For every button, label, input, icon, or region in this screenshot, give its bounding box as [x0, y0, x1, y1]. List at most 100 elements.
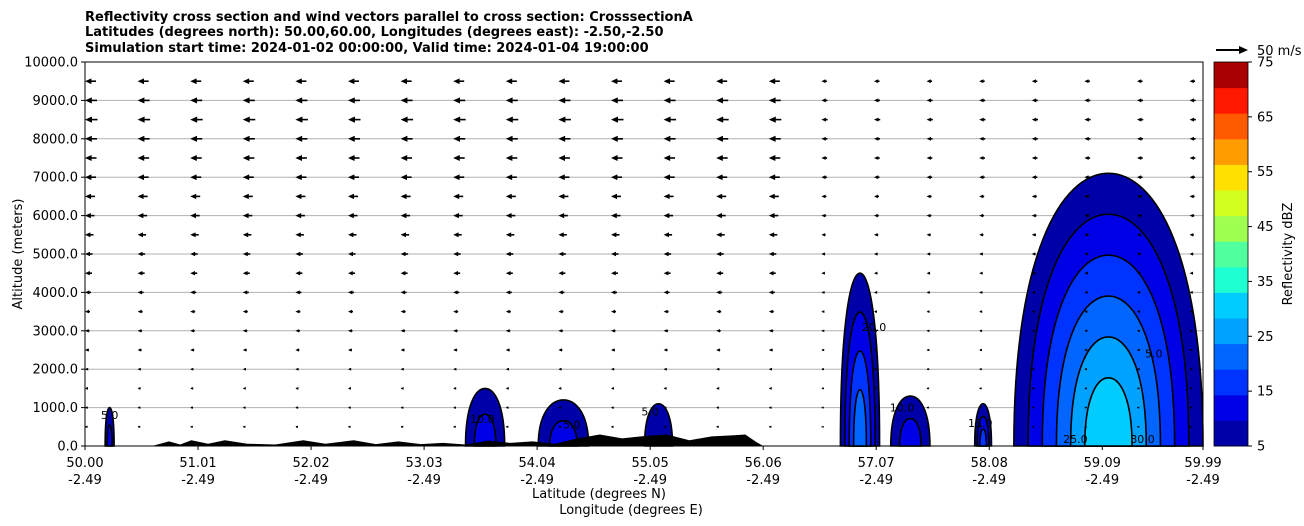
wind-vector-arrowhead: [663, 290, 668, 295]
wind-vector-arrowhead: [1136, 175, 1142, 180]
wind-vector-arrowhead: [347, 329, 352, 333]
wind-vector-arrowhead: [453, 174, 460, 181]
wind-vector-arrowhead: [242, 290, 248, 295]
wind-vector-arrowhead: [1031, 194, 1036, 199]
wind-vector-arrowhead: [610, 329, 615, 333]
wind-vector-arrowhead: [190, 174, 197, 181]
wind-vector-arrowhead: [453, 348, 457, 352]
wind-vector-arrowhead: [558, 367, 562, 371]
wind-vector-arrowhead: [716, 78, 723, 85]
wind-vector-arrowhead: [1136, 310, 1140, 313]
x-axis-label-longitude: Longitude (degrees E): [559, 503, 703, 518]
wind-vector-arrowhead: [85, 309, 89, 314]
wind-vector-arrowhead: [190, 271, 195, 276]
reflectivity-contour: [978, 428, 988, 447]
wind-vector-arrowhead: [558, 309, 563, 314]
x-axis-label-latitude: Latitude (degrees N): [532, 487, 666, 502]
wind-vector-arrowhead: [242, 425, 246, 428]
wind-vector-arrowhead: [926, 271, 930, 275]
wind-vector-arrowhead: [610, 97, 618, 104]
wind-vector-arrowhead: [716, 232, 722, 238]
wind-vector-arrowhead: [558, 78, 565, 85]
wind-vector-arrowhead: [610, 116, 618, 123]
wind-vector-arrowhead: [137, 135, 145, 142]
wind-vector-arrowhead: [85, 193, 91, 200]
wind-vector-arrowhead: [85, 116, 92, 123]
wind-vector-arrowhead: [716, 251, 722, 257]
contour-label: 25.0: [1063, 433, 1088, 446]
wind-vector-arrowhead: [295, 251, 301, 257]
wind-vector-arrowhead: [873, 213, 878, 218]
reflectivity-contour: [548, 419, 579, 447]
wind-vector-arrowhead: [1031, 252, 1036, 256]
wind-vector-arrowhead: [716, 155, 723, 161]
terrain-layer: [85, 434, 1203, 446]
wind-vector-arrowhead: [295, 193, 302, 200]
wind-vector-arrowhead: [873, 329, 877, 333]
x-axis-ticks: 50.00 -2.49 51.01 -2.49 52.02 -2.49 53.03 -2.49…: [66, 446, 1222, 488]
wind-vector-arrowhead: [137, 290, 142, 295]
wind-vector-arrowhead: [242, 367, 246, 371]
wind-vector-arrowhead: [1189, 271, 1193, 275]
wind-vector-arrowhead: [1136, 329, 1140, 333]
contour-label: 5.0: [1145, 348, 1163, 361]
wind-vector-arrowhead: [873, 387, 877, 390]
wind-vector-arrowhead: [190, 97, 197, 104]
wind-vector-arrowhead: [873, 310, 877, 313]
contour-label: 20.0: [862, 321, 887, 334]
wind-vector-arrowhead: [400, 251, 406, 257]
wind-vector-arrowhead: [453, 232, 459, 238]
wind-vector-arrowhead: [137, 348, 142, 352]
wind-vector-arrowhead: [1031, 98, 1037, 103]
wind-vector-arrowhead: [768, 155, 776, 161]
wind-vector-arrowhead: [979, 310, 983, 313]
wind-vector-arrowhead: [873, 117, 879, 122]
wind-vector-arrowhead: [1031, 136, 1037, 141]
wind-vector-arrowhead: [242, 174, 250, 181]
y-tick-label: 0.0: [57, 440, 78, 455]
wind-vector-arrowhead: [873, 425, 877, 428]
wind-vector-arrowhead: [926, 425, 929, 428]
wind-vector-arrowhead: [453, 367, 457, 371]
wind-vector-arrowhead: [768, 406, 772, 409]
wind-vector-arrowhead: [610, 309, 615, 314]
wind-vector-arrowhead: [1136, 425, 1140, 428]
wind-vector-arrowhead: [400, 387, 404, 390]
wind-vector-arrowhead: [1031, 213, 1036, 218]
wind-vector-arrowhead: [610, 251, 616, 257]
wind-vector-arrowhead: [1084, 406, 1087, 409]
reflectivity-contour: [473, 413, 497, 447]
wind-vector-arrowhead: [663, 387, 667, 390]
wind-vector-arrowhead: [873, 156, 879, 160]
y-tick-label: 8000.0: [33, 132, 79, 147]
wind-vector-arrowhead: [926, 136, 931, 141]
wind-vector-arrowhead: [1136, 213, 1141, 218]
wind-vector-arrowhead: [1084, 252, 1088, 256]
wind-vector-arrowhead: [926, 156, 931, 160]
wind-vector-arrowhead: [1136, 156, 1142, 160]
wind-vector-arrowhead: [1189, 194, 1194, 199]
x-tick-label-latitude: 56.06: [745, 456, 782, 471]
wind-vector-arrowhead: [873, 290, 878, 294]
wind-vector-arrowhead: [190, 329, 194, 333]
wind-vector-arrowhead: [821, 117, 826, 122]
wind-vector-arrowhead: [610, 348, 615, 352]
wind-vector-arrowhead: [1189, 233, 1194, 237]
wind-vector-arrowhead: [453, 271, 458, 276]
wind-vector-arrowhead: [400, 97, 408, 104]
contour-label: 10.0: [890, 401, 915, 414]
wind-vector-arrowhead: [1136, 271, 1141, 275]
wind-vector-arrowhead: [1189, 368, 1193, 371]
x-tick-label-latitude: 54.04: [519, 456, 556, 471]
x-tick-label-longitude: -2.49: [972, 473, 1006, 488]
wind-vector-arrowhead: [242, 309, 247, 314]
x-tick-label-latitude: 59.09: [1084, 456, 1121, 471]
wind-vector-arrowhead: [242, 348, 247, 352]
wind-vector-arrowhead: [1136, 290, 1141, 294]
wind-vector-arrowhead: [295, 78, 302, 85]
wind-vector-arrowhead: [505, 329, 510, 333]
wind-vector-arrowhead: [768, 78, 776, 85]
wind-vector-arrowhead: [768, 309, 773, 314]
y-axis-ticks: 0.0 1000.0 2000.0 3000.0 4000.0 5000.0 6000.0 7…: [24, 56, 85, 455]
y-tick-label: 7000.0: [33, 171, 79, 186]
